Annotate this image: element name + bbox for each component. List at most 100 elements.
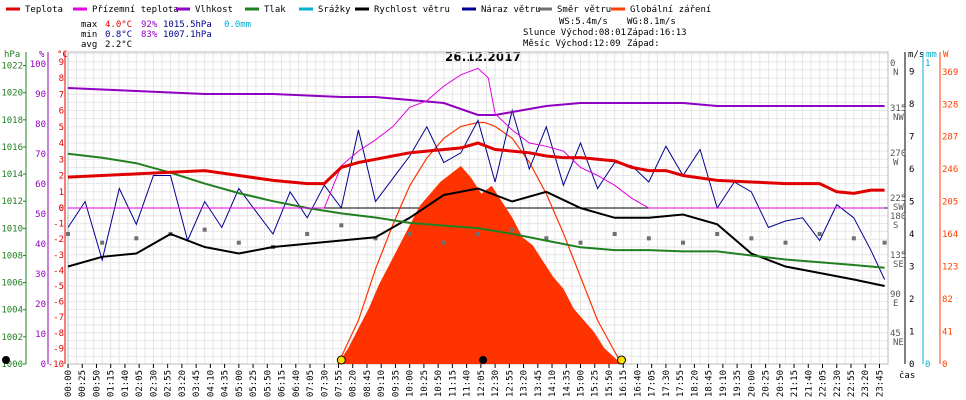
- x-tick-label: 10:25: [420, 370, 430, 397]
- x-tick-label: 20:25: [762, 370, 772, 397]
- x-tick-label: 10:50: [434, 370, 444, 397]
- solar-area: [337, 166, 622, 364]
- tick-label-temp: 6: [59, 107, 64, 117]
- x-tick-label: 06:40: [292, 370, 302, 397]
- stats-min-hum: 83%: [141, 30, 158, 40]
- wind-dir-point: [578, 240, 583, 245]
- ground-temp-line: [68, 67, 885, 209]
- x-tick-label: 19:10: [719, 370, 729, 397]
- tick-label-w: 287: [942, 133, 958, 143]
- x-tick-label: 20:50: [776, 370, 786, 397]
- tick-label-pct: 90: [35, 90, 46, 100]
- wind-dir-point: [202, 227, 207, 232]
- legend-label: Přízemní teplota: [92, 5, 179, 15]
- stats-min-label: min: [81, 30, 97, 40]
- unit-cas: čas: [899, 370, 915, 381]
- x-tick-label: 17:55: [676, 370, 686, 397]
- legend-label: Teplota: [25, 5, 63, 15]
- tick-label-temp: -9: [53, 344, 64, 354]
- tick-label-temp: 5: [59, 123, 64, 133]
- wind-dir-point: [817, 232, 822, 236]
- tick-label-temp: -4: [53, 266, 64, 276]
- solar-theoretical-line: [337, 121, 623, 365]
- x-tick-label: 11:15: [448, 370, 458, 397]
- x-tick-label: 04:35: [221, 370, 231, 397]
- tick-label-pct: 0: [41, 360, 46, 370]
- x-tick-label: 02:05: [135, 370, 145, 397]
- stats-max-temp: 4.0°C: [105, 20, 132, 30]
- x-tick-label: 19:35: [733, 370, 743, 397]
- tick-label-temp: 2: [59, 172, 64, 182]
- stats-max-label: max: [81, 20, 98, 30]
- wind-dir-point: [305, 232, 310, 236]
- x-tick-label: 03:45: [192, 370, 202, 397]
- tick-label-hpa: 1002: [1, 333, 23, 343]
- x-tick-label: 18:20: [690, 370, 700, 397]
- unit-ms: m/s: [908, 50, 924, 60]
- tick-label-dir: W: [893, 158, 899, 168]
- tick-label-hpa: 1006: [1, 279, 23, 289]
- tick-label-temp: -5: [53, 282, 64, 292]
- tick-label-pct: 20: [35, 300, 46, 310]
- tick-label-pct: 40: [35, 240, 46, 250]
- tick-label-w: 205: [942, 198, 958, 208]
- tick-label-w: 369: [942, 68, 958, 78]
- tick-label-temp: 0: [59, 204, 64, 214]
- x-tick-label: 12:05: [477, 370, 487, 397]
- tick-label-ms: 5: [909, 198, 914, 208]
- tick-label-ms: 2: [909, 295, 914, 305]
- x-tick-label: 00:50: [93, 370, 103, 397]
- tick-label-mm: 1: [925, 59, 930, 69]
- x-tick-label: 21:15: [790, 370, 800, 397]
- x-tick-label: 07:05: [306, 370, 316, 397]
- tick-label-temp: 9: [59, 58, 64, 68]
- stats-block: max 4.0°C 92% 1015.5hPa 0.0mm min 0.8°C …: [81, 20, 251, 50]
- tick-label-temp: -1: [53, 220, 64, 230]
- tick-label-pct: 70: [35, 150, 46, 160]
- tick-label-hpa: 1018: [1, 116, 23, 126]
- info-sun-set: Západ:16:13: [627, 28, 687, 38]
- wind-dir-point: [236, 240, 241, 245]
- tick-label-temp: 1: [59, 188, 64, 198]
- tick-label-dir: NW: [893, 113, 904, 123]
- tick-label-ms: 9: [909, 68, 914, 78]
- x-tick-label: 16:15: [619, 370, 629, 397]
- tick-label-hpa: 1020: [1, 89, 23, 99]
- info-ws: WS:5.4m/s: [559, 17, 608, 27]
- legend-label: Globální záření: [630, 5, 711, 15]
- unit-mm: mm: [926, 50, 937, 60]
- legend-label: Tlak: [264, 5, 286, 15]
- tick-label-pct: 10: [35, 330, 46, 340]
- x-tick-label: 14:35: [562, 370, 572, 397]
- tick-label-ms: 4: [909, 230, 914, 240]
- tick-label-pct: 80: [35, 120, 46, 130]
- tick-label-dir: 270: [890, 149, 906, 159]
- tick-label-hpa: 1014: [1, 170, 23, 180]
- gust-line: [67, 108, 886, 280]
- x-tick-label: 10:00: [406, 370, 416, 397]
- wind-dir-point: [134, 236, 139, 241]
- tick-label-temp: 8: [59, 74, 64, 84]
- tick-label-ms: 1: [909, 328, 914, 338]
- wind-dir-point: [373, 236, 378, 241]
- x-tick-label: 11:40: [463, 370, 473, 397]
- x-tick-label: 08:20: [349, 370, 359, 397]
- tick-label-dir: NE: [893, 338, 904, 348]
- stats-min-temp: 0.8°C: [105, 30, 132, 40]
- legend-label: Náraz větru: [481, 5, 541, 15]
- legend-label: Vlhkost: [195, 5, 233, 15]
- wind-dir-point: [510, 227, 515, 232]
- x-tick-label: 23:20: [861, 370, 871, 397]
- x-tick-label: 21:40: [804, 370, 814, 397]
- humidity-line: [67, 87, 885, 116]
- wind-line: [67, 187, 885, 287]
- tick-label-dir: SW: [893, 203, 904, 213]
- x-tick-label: 17:05: [648, 370, 658, 397]
- pressure-line: [67, 152, 885, 269]
- wind-dir-point: [339, 223, 344, 228]
- tick-label-ms: 7: [909, 133, 914, 143]
- tick-label-temp: 7: [59, 90, 64, 100]
- tick-label-temp: -8: [53, 329, 64, 339]
- x-tick-label: 15:25: [591, 370, 601, 397]
- stats-max-press: 1015.5hPa: [163, 20, 212, 30]
